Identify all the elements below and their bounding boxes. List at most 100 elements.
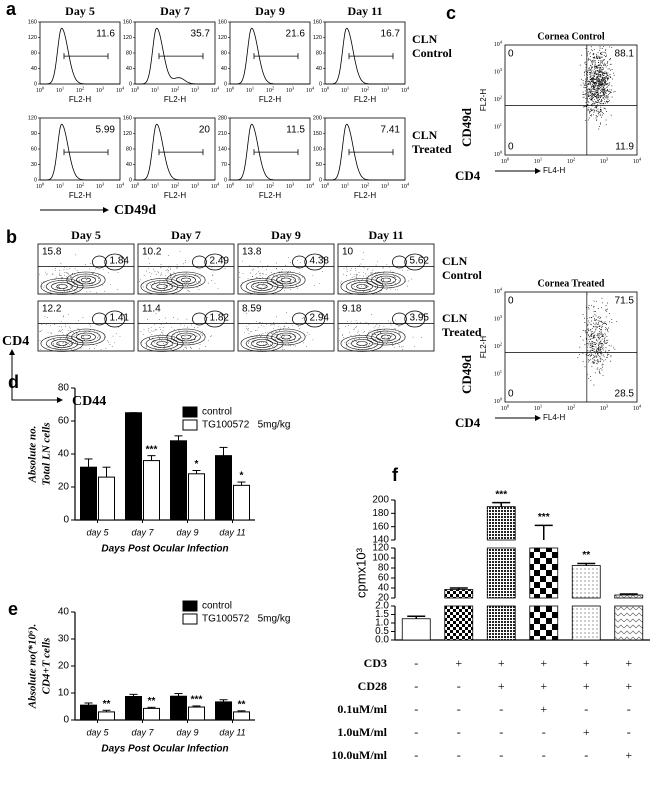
event-dot bbox=[69, 326, 70, 328]
event-dot bbox=[596, 326, 598, 328]
event-dot bbox=[89, 329, 91, 331]
event-dot bbox=[47, 317, 49, 318]
event-dot bbox=[45, 324, 47, 326]
event-dot bbox=[384, 334, 386, 335]
event-dot bbox=[115, 333, 117, 335]
event-dot bbox=[162, 333, 164, 335]
event-dot bbox=[597, 76, 599, 78]
event-dot bbox=[601, 62, 603, 64]
event-dot bbox=[372, 338, 374, 339]
y-tick-label: 103 bbox=[494, 314, 503, 323]
event-dot bbox=[583, 96, 585, 98]
event-dot bbox=[401, 340, 403, 341]
event-dot bbox=[587, 72, 588, 74]
event-dot bbox=[590, 338, 592, 340]
tick-exponent: 1 bbox=[347, 86, 349, 91]
event-dot bbox=[588, 107, 590, 109]
event-dot bbox=[598, 111, 600, 113]
event-dot bbox=[46, 274, 48, 275]
event-dot bbox=[593, 305, 595, 307]
event-dot bbox=[598, 334, 600, 336]
y-tick-label: 0 bbox=[319, 177, 322, 183]
event-dot bbox=[375, 338, 376, 340]
event-dot bbox=[596, 355, 598, 357]
event-dot bbox=[602, 77, 604, 79]
event-dot bbox=[187, 280, 189, 281]
tick-exponent: 2 bbox=[367, 182, 369, 187]
event-dot bbox=[589, 109, 591, 111]
tick-exponent: 4 bbox=[312, 86, 315, 91]
event-dot bbox=[388, 339, 389, 341]
event-dot bbox=[603, 89, 605, 91]
event-dot bbox=[590, 328, 592, 330]
event-dot bbox=[44, 315, 46, 317]
event-dot bbox=[602, 323, 604, 325]
event-dot bbox=[308, 333, 310, 335]
event-dot bbox=[159, 327, 161, 328]
event-dot bbox=[349, 331, 350, 333]
event-dot bbox=[598, 83, 600, 85]
tick-exponent: 2 bbox=[367, 86, 369, 91]
event-dot bbox=[598, 101, 600, 103]
event-dot bbox=[144, 342, 146, 344]
event-dot bbox=[600, 347, 601, 349]
event-dot bbox=[599, 102, 601, 104]
event-dot bbox=[608, 68, 610, 70]
event-dot bbox=[71, 273, 73, 274]
event-dot bbox=[606, 97, 608, 99]
event-dot bbox=[251, 269, 253, 271]
event-dot bbox=[285, 321, 287, 323]
event-dot bbox=[266, 323, 267, 325]
event-dot bbox=[596, 56, 598, 58]
event-dot bbox=[597, 65, 599, 67]
event-dot bbox=[597, 104, 599, 106]
y-tick-label: 30 bbox=[31, 162, 37, 168]
event-dot bbox=[150, 326, 152, 328]
event-dot bbox=[585, 66, 587, 68]
y-tick-label: 40 bbox=[58, 449, 70, 460]
event-dot bbox=[366, 281, 367, 283]
event-dot bbox=[262, 285, 264, 286]
event-dot bbox=[312, 339, 314, 341]
event-dot bbox=[597, 367, 599, 369]
event-dot bbox=[360, 321, 362, 323]
gate-value: 11.6 bbox=[96, 29, 115, 40]
event-dot bbox=[343, 268, 345, 270]
event-dot bbox=[72, 281, 74, 282]
event-dot bbox=[589, 94, 591, 96]
event-dot bbox=[343, 273, 344, 275]
x-tick-label: day 5 bbox=[86, 527, 109, 537]
event-dot bbox=[600, 325, 602, 327]
event-dot bbox=[176, 264, 178, 266]
event-dot bbox=[598, 79, 600, 81]
event-dot bbox=[602, 80, 604, 82]
event-dot bbox=[394, 342, 396, 344]
event-dot bbox=[48, 345, 50, 347]
event-dot bbox=[244, 332, 245, 334]
event-dot bbox=[281, 346, 283, 348]
contour bbox=[45, 337, 79, 350]
event-dot bbox=[591, 346, 593, 348]
event-dot bbox=[601, 345, 603, 347]
contour bbox=[171, 273, 201, 287]
x-tick-label: 100 bbox=[226, 182, 235, 191]
event-dot bbox=[599, 45, 601, 47]
event-dot bbox=[382, 336, 384, 337]
event-dot bbox=[70, 286, 72, 288]
y-tick-label: 104 bbox=[494, 40, 503, 49]
event-dot bbox=[374, 333, 375, 335]
contour bbox=[71, 330, 101, 344]
event-dot bbox=[64, 274, 65, 276]
event-dot bbox=[353, 328, 355, 330]
event-dot bbox=[372, 333, 373, 334]
event-dot bbox=[599, 98, 600, 100]
event-dot bbox=[77, 327, 79, 329]
event-dot bbox=[163, 286, 165, 287]
event-dot bbox=[600, 340, 602, 342]
condition-mark: + bbox=[498, 656, 505, 670]
event-dot bbox=[370, 273, 372, 274]
event-dot bbox=[588, 88, 590, 90]
event-dot bbox=[589, 111, 591, 113]
significance: *** bbox=[495, 489, 507, 500]
event-dot bbox=[596, 363, 598, 365]
